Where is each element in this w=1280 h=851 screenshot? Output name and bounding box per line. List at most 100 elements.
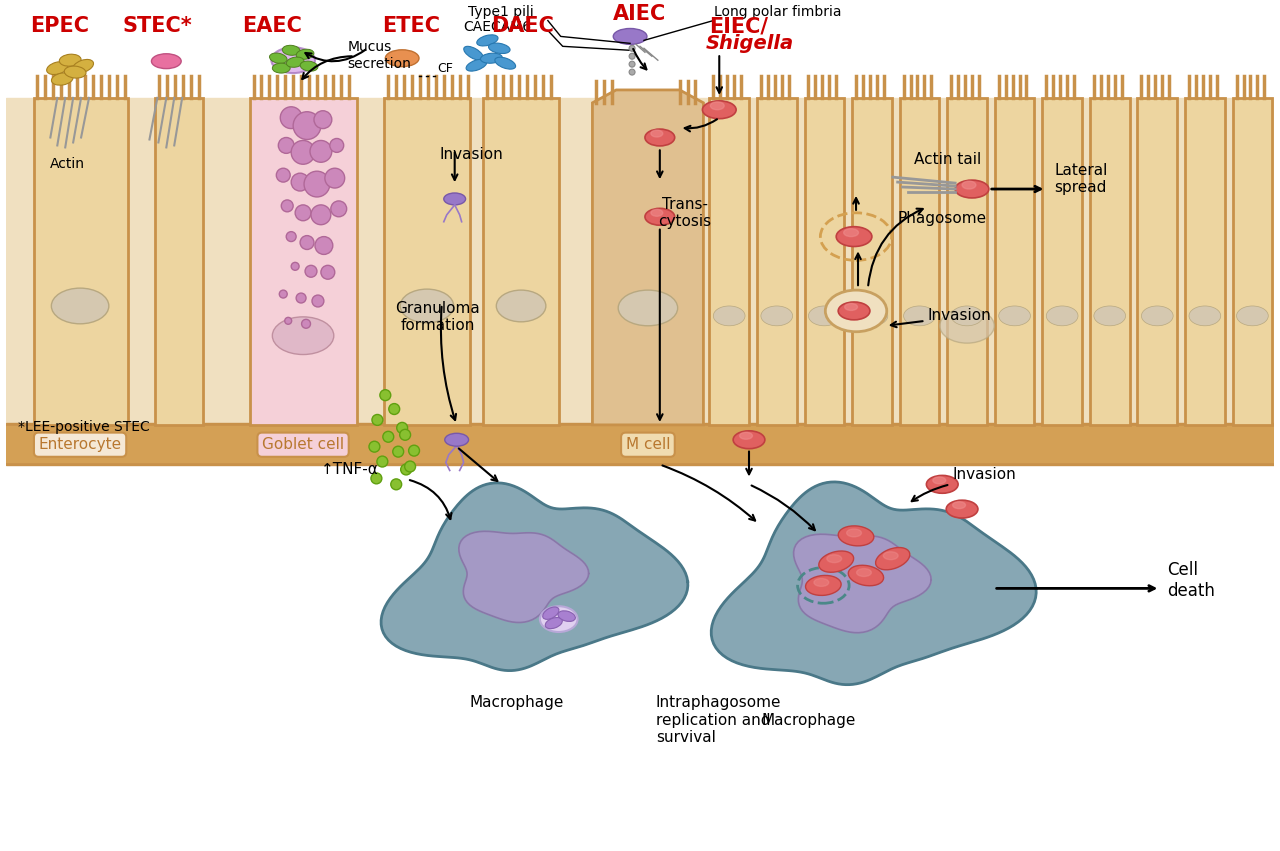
Ellipse shape [740,432,753,439]
Ellipse shape [497,290,545,322]
Ellipse shape [73,60,93,73]
Ellipse shape [856,306,888,326]
Ellipse shape [652,130,663,137]
Ellipse shape [273,317,334,355]
Ellipse shape [1236,306,1268,326]
Ellipse shape [760,306,792,326]
Ellipse shape [845,304,858,311]
Ellipse shape [330,201,347,217]
Ellipse shape [827,555,842,563]
Ellipse shape [273,63,291,73]
Ellipse shape [733,431,765,448]
Ellipse shape [876,547,910,570]
Ellipse shape [645,208,675,226]
Bar [1138,98,1178,425]
Ellipse shape [282,200,293,212]
Ellipse shape [296,293,306,303]
Ellipse shape [809,306,840,326]
Ellipse shape [271,48,315,73]
Ellipse shape [940,308,995,343]
Ellipse shape [401,464,412,475]
Ellipse shape [1046,306,1078,326]
Ellipse shape [276,168,291,182]
Text: Shigella: Shigella [705,34,794,54]
Ellipse shape [315,237,333,254]
Ellipse shape [311,205,330,225]
Ellipse shape [300,236,314,249]
Bar [6,426,1274,461]
Ellipse shape [397,422,407,433]
Text: Trans-
cytosis: Trans- cytosis [658,197,712,230]
Ellipse shape [300,61,317,71]
Ellipse shape [291,262,300,271]
Ellipse shape [444,193,466,205]
Bar [33,98,128,425]
Ellipse shape [846,529,861,537]
Bar [6,98,1274,425]
Ellipse shape [372,414,383,426]
Text: Long polar fimbria: Long polar fimbria [714,4,842,19]
Ellipse shape [814,579,828,586]
Text: Enterocyte: Enterocyte [38,437,122,452]
Bar [995,98,1034,425]
Text: ↑TNF-α: ↑TNF-α [321,462,379,477]
Ellipse shape [46,62,68,75]
Polygon shape [794,534,931,632]
Ellipse shape [856,568,872,576]
Ellipse shape [283,45,300,55]
Ellipse shape [51,288,109,323]
Text: Granuloma
formation: Granuloma formation [396,301,480,334]
Bar [1089,98,1129,425]
Ellipse shape [952,502,965,509]
Ellipse shape [558,611,576,621]
Ellipse shape [838,526,874,545]
Ellipse shape [305,171,330,197]
Ellipse shape [476,35,498,46]
Ellipse shape [963,181,975,189]
Ellipse shape [545,618,562,629]
Text: AIEC: AIEC [613,3,667,24]
Text: CF: CF [436,61,453,75]
Ellipse shape [652,209,663,216]
Ellipse shape [389,403,399,414]
Text: Actin: Actin [50,157,84,171]
Text: Macrophage: Macrophage [762,713,855,728]
Bar [805,98,844,425]
Text: Phagosome: Phagosome [897,211,987,226]
Polygon shape [712,482,1037,685]
Polygon shape [381,483,687,671]
Ellipse shape [404,461,416,472]
Ellipse shape [376,456,388,467]
Text: M cell: M cell [626,437,671,452]
Ellipse shape [291,140,315,164]
Ellipse shape [390,479,402,490]
Text: Invasion: Invasion [928,308,991,323]
Text: Goblet cell: Goblet cell [262,437,344,452]
Ellipse shape [904,306,936,326]
Ellipse shape [495,57,516,69]
Bar [155,98,204,425]
Ellipse shape [321,266,335,279]
Text: STEC*: STEC* [123,16,192,37]
Bar [6,423,1274,465]
Ellipse shape [628,54,635,60]
Ellipse shape [946,500,978,518]
Bar [1185,98,1225,425]
Ellipse shape [955,180,989,198]
Ellipse shape [310,140,332,163]
Polygon shape [593,90,704,425]
Ellipse shape [325,168,344,188]
Text: EAEC: EAEC [242,16,302,37]
Ellipse shape [466,60,486,71]
Ellipse shape [380,390,390,401]
Ellipse shape [330,139,344,152]
Text: Invasion: Invasion [952,467,1016,482]
Ellipse shape [408,445,420,456]
Ellipse shape [287,57,303,67]
Text: Type1 pili: Type1 pili [467,4,534,19]
Ellipse shape [305,266,317,277]
Ellipse shape [836,226,872,247]
Ellipse shape [998,306,1030,326]
Ellipse shape [280,106,302,129]
Ellipse shape [1142,306,1174,326]
